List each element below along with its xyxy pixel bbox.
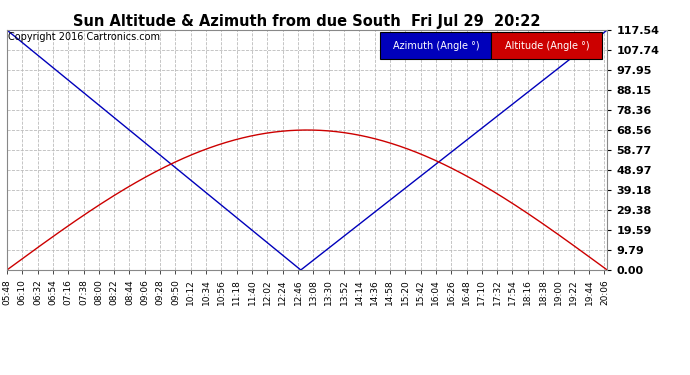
FancyBboxPatch shape bbox=[380, 32, 491, 59]
Text: Azimuth (Angle °): Azimuth (Angle °) bbox=[393, 40, 479, 51]
Title: Sun Altitude & Azimuth from due South  Fri Jul 29  20:22: Sun Altitude & Azimuth from due South Fr… bbox=[73, 14, 541, 29]
FancyBboxPatch shape bbox=[491, 32, 602, 59]
Text: Copyright 2016 Cartronics.com: Copyright 2016 Cartronics.com bbox=[8, 32, 160, 42]
Text: Altitude (Angle °): Altitude (Angle °) bbox=[504, 40, 589, 51]
